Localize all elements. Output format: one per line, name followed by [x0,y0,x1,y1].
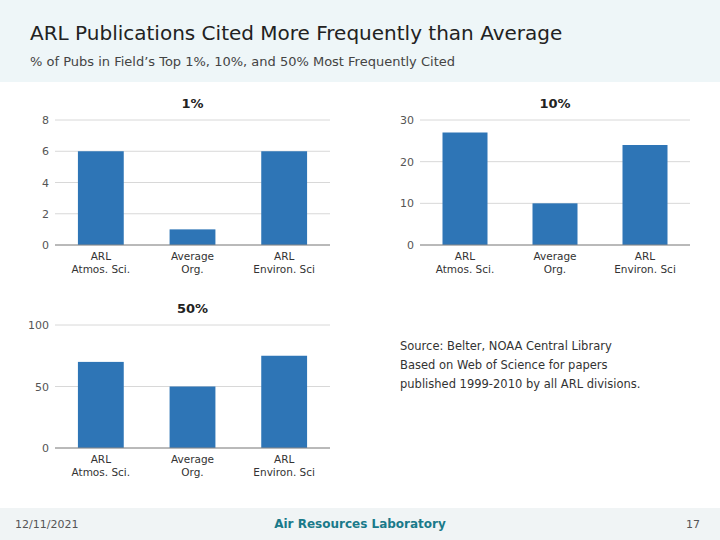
bar [170,229,216,245]
bar-chart: 10%0102030ARLAtmos. Sci.AverageOrg.ARLEn… [400,96,690,275]
title: ARL Publications Cited More Frequently t… [30,21,562,45]
grid-line [55,120,330,121]
header-band [0,0,720,82]
text-line: Org. [544,263,566,275]
text-line: published 1999-2010 by all ARL divisions… [400,377,640,391]
y-tick-label: 4 [42,177,49,190]
bar [170,387,216,449]
y-tick-label: 0 [407,239,414,252]
bar [533,203,578,245]
footer-band [0,508,720,540]
chart-title: 10% [539,96,570,111]
text-line: Average [171,250,214,262]
text-line: Environ. Sci [253,263,315,275]
text-line: Atmos. Sci. [436,263,495,275]
y-tick-label: 10 [400,197,414,210]
bar [623,145,668,245]
x-axis-line [55,245,330,246]
x-tick-label: AverageOrg. [171,453,214,478]
bar [443,133,488,246]
x-tick-label: ARLEnviron. Sci [614,250,676,275]
y-tick-label: 30 [400,114,414,127]
chart-title: 1% [181,96,203,111]
x-tick-label: ARLEnviron. Sci [253,250,315,275]
text-line: Based on Web of Science for papers [400,358,608,372]
text-line: ARL [274,453,294,465]
grid-line [55,245,330,246]
bar [78,362,124,448]
text-line: Org. [181,466,203,478]
grid-line [55,325,330,326]
text-line: Atmos. Sci. [72,263,131,275]
y-tick-label: 50 [35,381,49,394]
text-line: Environ. Sci [614,263,676,275]
y-tick-label: 20 [400,156,414,169]
subtitle: % of Pubs in Field’s Top 1%, 10%, and 50… [30,54,455,69]
x-tick-label: AverageOrg. [171,250,214,275]
text-line: Atmos. Sci. [72,466,131,478]
bars [78,356,307,448]
y-tick-label: 0 [42,239,49,252]
text-line: Average [533,250,576,262]
grid-line [55,448,330,449]
slide: ARL Publications Cited More Frequently t… [0,0,720,540]
text-line: ARL [274,250,294,262]
bar-chart: 50%050100ARLAtmos. Sci.AverageOrg.ARLEnv… [28,301,330,478]
text-line: Org. [181,263,203,275]
x-axis-line [420,245,690,246]
x-tick-label: ARLAtmos. Sci. [72,453,131,478]
y-tick-label: 0 [42,442,49,455]
text-line: Average [171,453,214,465]
text-line: Environ. Sci [253,466,315,478]
text-line: Source: Belter, NOAA Central Library [400,339,612,353]
text-line: ARL [91,453,111,465]
grid-line [420,120,690,121]
bar-chart: 1%02468ARLAtmos. Sci.AverageOrg.ARLEnvir… [42,96,330,275]
bars [78,151,307,245]
grid-line [420,245,690,246]
bar [261,151,307,245]
y-tick-label: 2 [42,208,49,221]
y-tick-label: 8 [42,114,49,127]
source-note: Source: Belter, NOAA Central Library Base… [400,339,640,391]
x-axis-line [55,448,330,449]
bar [78,151,124,245]
y-tick-label: 6 [42,145,49,158]
bars [443,133,668,246]
x-tick-label: AverageOrg. [533,250,576,275]
footer-date: 12/11/2021 [15,518,78,531]
x-tick-label: ARLEnviron. Sci [253,453,315,478]
x-tick-label: ARLAtmos. Sci. [436,250,495,275]
bar [261,356,307,448]
text-line: ARL [455,250,475,262]
footer-page: 17 [686,518,700,531]
footer-center: Air Resources Laboratory [274,517,446,531]
x-tick-label: ARLAtmos. Sci. [72,250,131,275]
text-line: ARL [91,250,111,262]
text-line: ARL [635,250,655,262]
y-tick-label: 100 [28,319,49,332]
chart-title: 50% [177,301,208,316]
background [0,0,720,540]
